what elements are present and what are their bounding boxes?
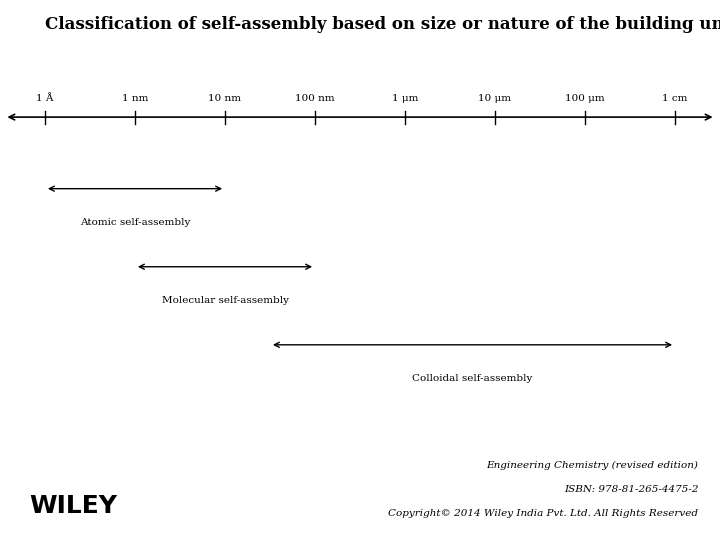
Text: WILEY: WILEY — [29, 495, 117, 518]
Text: 100 μm: 100 μm — [565, 94, 605, 103]
Text: Molecular self-assembly: Molecular self-assembly — [161, 296, 289, 305]
Text: Classification of self-assembly based on size or nature of the building units: Classification of self-assembly based on… — [45, 16, 720, 33]
Text: 1 Å: 1 Å — [36, 94, 54, 103]
Text: Atomic self-assembly: Atomic self-assembly — [80, 218, 190, 227]
Text: ISBN: 978-81-265-4475-2: ISBN: 978-81-265-4475-2 — [564, 485, 698, 494]
Text: 100 nm: 100 nm — [295, 94, 335, 103]
Text: Engineering Chemistry (revised edition): Engineering Chemistry (revised edition) — [487, 461, 698, 470]
Text: 10 nm: 10 nm — [209, 94, 241, 103]
Text: 1 nm: 1 nm — [122, 94, 148, 103]
Text: Copyright© 2014 Wiley India Pvt. Ltd. All Rights Reserved: Copyright© 2014 Wiley India Pvt. Ltd. Al… — [388, 509, 698, 518]
Text: 10 μm: 10 μm — [479, 94, 511, 103]
Text: Colloidal self-assembly: Colloidal self-assembly — [413, 374, 533, 383]
Text: 1 cm: 1 cm — [662, 94, 688, 103]
Text: 1 μm: 1 μm — [392, 94, 418, 103]
